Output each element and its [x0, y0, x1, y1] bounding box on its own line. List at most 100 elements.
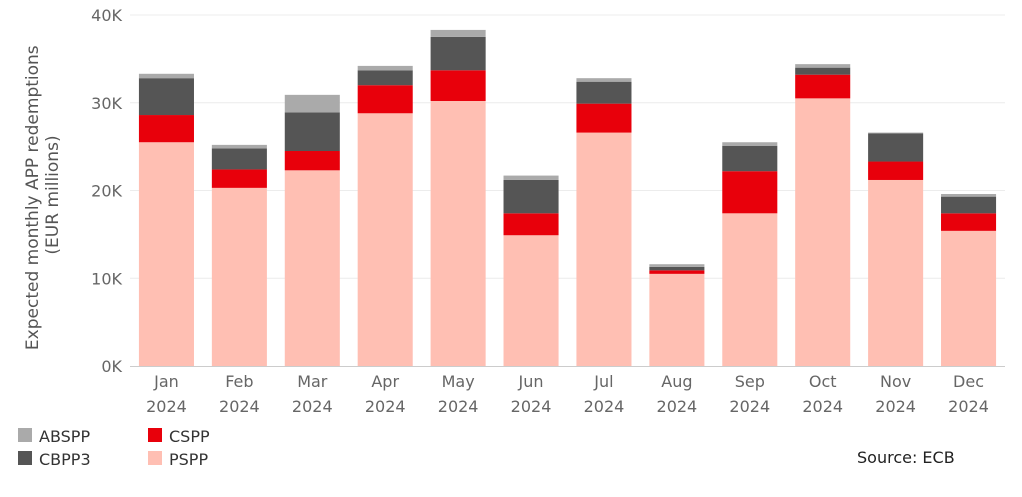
bar-segment-cbpp3-jun: [503, 179, 559, 214]
bar-segment-cbpp3-sep: [722, 145, 778, 172]
x-tick-label: Dec 2024: [948, 372, 989, 416]
bar-segment-abspp-oct: [795, 64, 851, 68]
legend-swatch-cbpp3: [18, 451, 32, 465]
x-tick-year: 2024: [146, 397, 187, 416]
bar-segment-pspp-oct: [795, 98, 851, 367]
bar-segment-cspp-aug: [649, 270, 705, 274]
y-tick-label: 30K: [91, 94, 122, 113]
x-axis-ticks: Jan 2024 Feb 2024 Mar 2024 Apr 2024 May 2024 Jun 20…: [146, 372, 989, 416]
y-axis-label-line-2: (EUR millions): [43, 135, 63, 254]
x-tick-year: 2024: [511, 397, 552, 416]
bar-segment-abspp-feb: [211, 144, 267, 149]
bar-segment-cspp-may: [430, 70, 486, 101]
x-tick-label: May 2024: [438, 372, 479, 416]
bar-segment-cspp-jul: [576, 103, 632, 133]
bar-segment-cbpp3-mar: [284, 112, 340, 152]
bar-segment-cbpp3-jul: [576, 81, 632, 104]
x-tick-year: 2024: [219, 397, 260, 416]
x-tick-month: May: [442, 372, 475, 391]
x-tick-month: Feb: [225, 372, 253, 391]
x-tick-year: 2024: [948, 397, 989, 416]
bar-segment-pspp-dec: [941, 230, 997, 366]
bar-segment-cbpp3-apr: [357, 70, 413, 86]
bar-segment-pspp-jul: [576, 132, 632, 366]
bar-segment-pspp-jan: [138, 142, 194, 366]
x-tick-label: Oct 2024: [802, 372, 843, 416]
x-tick-month: Nov: [880, 372, 911, 391]
x-tick-month: Mar: [297, 372, 328, 391]
bars: [138, 29, 997, 367]
bar-segment-abspp-jul: [576, 78, 632, 82]
x-tick-year: 2024: [584, 397, 625, 416]
bar-segment-cbpp3-may: [430, 36, 486, 71]
bar-segment-cspp-jan: [138, 115, 194, 143]
x-tick-label: Nov 2024: [875, 372, 916, 416]
bar-segment-abspp-sep: [722, 142, 778, 146]
bar-segment-pspp-feb: [211, 187, 267, 366]
x-tick-year: 2024: [729, 397, 770, 416]
bar-segment-cbpp3-nov: [868, 133, 924, 162]
y-axis-ticks: 0K 10K 20K 30K 40K: [91, 6, 122, 376]
bar-segment-cspp-jun: [503, 213, 559, 236]
y-tick-label: 20K: [91, 182, 122, 201]
bar-segment-cspp-mar: [284, 151, 340, 171]
y-tick-label: 10K: [91, 269, 122, 288]
bar-segment-pspp-may: [430, 101, 486, 366]
legend-swatch-cspp: [148, 428, 162, 442]
bar-segment-abspp-jan: [138, 73, 194, 79]
x-tick-year: 2024: [875, 397, 916, 416]
y-axis-label: Expected monthly APP redemptions (EUR mi…: [23, 40, 63, 350]
x-tick-label: Jan 2024: [146, 372, 187, 416]
bar-segment-cbpp3-feb: [211, 148, 267, 170]
bar-segment-cbpp3-jan: [138, 78, 194, 116]
x-tick-month: Apr: [371, 372, 399, 391]
source-note: Source: ECB: [857, 448, 955, 467]
y-tick-label: 40K: [91, 6, 122, 25]
legend: ABSPP CSPP CBPP3 PSPP: [18, 427, 210, 469]
x-tick-label: Mar 2024: [292, 372, 333, 416]
x-tick-label: Apr 2024: [365, 372, 406, 416]
bar-segment-cspp-apr: [357, 85, 413, 114]
bar-segment-cbpp3-dec: [941, 196, 997, 214]
bar-segment-pspp-mar: [284, 170, 340, 366]
x-tick-label: Feb 2024: [219, 372, 260, 416]
legend-label-cspp: CSPP: [169, 427, 210, 446]
x-tick-label: Jun 2024: [511, 372, 552, 416]
x-tick-month: Dec: [953, 372, 984, 391]
x-tick-month: Jul: [593, 372, 613, 391]
legend-label-abspp: ABSPP: [39, 427, 90, 446]
legend-swatch-pspp: [148, 451, 162, 465]
x-tick-month: Jun: [518, 372, 544, 391]
bar-segment-abspp-dec: [941, 194, 997, 197]
legend-swatch-abspp: [18, 428, 32, 442]
bar-segment-pspp-apr: [357, 113, 413, 366]
y-tick-label: 0K: [101, 357, 122, 376]
x-tick-year: 2024: [802, 397, 843, 416]
bar-segment-pspp-aug: [649, 273, 705, 366]
gridlines: [130, 14, 1005, 279]
x-tick-label: Jul 2024: [584, 372, 625, 416]
bar-segment-pspp-jun: [503, 235, 559, 366]
x-tick-month: Aug: [661, 372, 692, 391]
bar-segment-pspp-sep: [722, 213, 778, 366]
bar-segment-pspp-nov: [868, 179, 924, 366]
bar-segment-cspp-dec: [941, 213, 997, 231]
x-tick-year: 2024: [438, 397, 479, 416]
bar-segment-abspp-aug: [649, 264, 705, 267]
x-tick-year: 2024: [292, 397, 333, 416]
x-tick-month: Jan: [153, 372, 179, 391]
y-axis-label-line-1: Expected monthly APP redemptions: [23, 45, 43, 350]
bar-segment-cspp-oct: [795, 74, 851, 99]
x-tick-year: 2024: [657, 397, 698, 416]
bar-segment-cbpp3-oct: [795, 67, 851, 75]
bar-segment-cspp-nov: [868, 161, 924, 180]
x-tick-month: Oct: [809, 372, 837, 391]
bar-segment-cspp-sep: [722, 171, 778, 214]
x-tick-month: Sep: [735, 372, 765, 391]
bar-segment-cspp-feb: [211, 169, 267, 188]
legend-label-cbpp3: CBPP3: [39, 450, 91, 469]
x-tick-label: Sep 2024: [729, 372, 770, 416]
x-tick-year: 2024: [365, 397, 406, 416]
bar-segment-abspp-mar: [284, 94, 340, 113]
